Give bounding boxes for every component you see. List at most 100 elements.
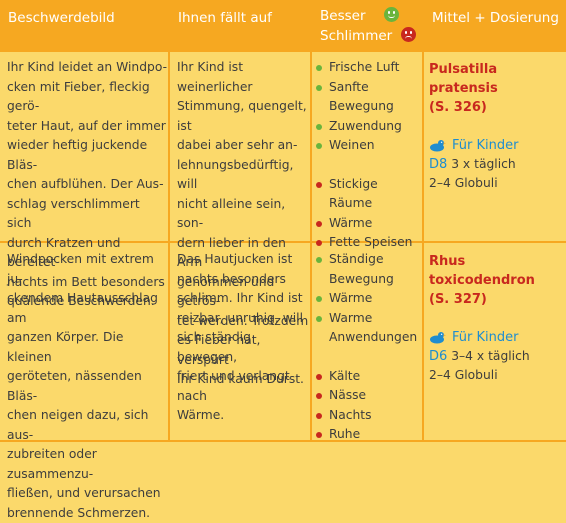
notice-line: reizbar, unruhig, will — [177, 309, 309, 329]
schlimmer-bullet-icon — [316, 374, 322, 380]
besser-item: Wärme — [315, 289, 421, 309]
besser-bullet-icon — [316, 316, 322, 322]
header-mittel-dosierung: Mittel + Dosierung — [424, 0, 566, 52]
besser-item-text: Bewegung — [329, 270, 421, 290]
besser-item-text: Weinen — [329, 136, 421, 156]
notice-line: Stimmung, quengelt, ist — [177, 97, 309, 136]
fuer-kinder-label: Für Kinder — [452, 328, 518, 347]
header-col4-label: Mittel + Dosierung — [432, 10, 559, 26]
notice-line: nachts besonders — [177, 270, 309, 290]
remedy-page-ref: (S. 327) — [429, 290, 565, 309]
remedy-table: Beschwerdebild Ihnen fällt auf Besser Sc… — [0, 0, 566, 442]
schlimmer-item: Nachts — [315, 406, 421, 426]
notice-line: dabei aber sehr an- — [177, 136, 309, 156]
besser-item-text: Wärme — [329, 289, 421, 309]
remedy-name: Rhus toxicodendron — [429, 252, 565, 290]
complaint-line: Ihr Kind leidet an Windpo- — [7, 58, 167, 78]
complaint-line: chen neigen dazu, sich aus- — [7, 406, 167, 445]
besser-item-text: Bewegung — [329, 97, 421, 117]
remedy-name: Pulsatilla pratensis — [429, 60, 565, 98]
schlimmer-bullet-icon — [316, 240, 322, 246]
besser-bullet-icon — [316, 143, 322, 149]
notice-line: lehnungsbedürftig, will — [177, 156, 309, 195]
header-schlimmer-label: Schlimmer — [320, 28, 392, 44]
header-beschwerdebild: Beschwerdebild — [0, 0, 168, 52]
header-ihnen-faellt-auf: Ihnen fällt auf — [170, 0, 310, 52]
column-divider — [422, 0, 424, 442]
besser-item-text: Frische Luft — [329, 58, 421, 78]
header-besser-label: Besser — [320, 8, 366, 24]
besser-bullet-icon — [316, 65, 322, 71]
schlimmer-bullet-icon — [316, 393, 322, 399]
smiley-sad-icon — [401, 27, 416, 42]
besser-item: Frische Luft — [315, 58, 421, 78]
schlimmer-item: Wärme — [315, 214, 421, 234]
fuer-kinder-label: Für Kinder — [452, 136, 518, 155]
besser-bullet-icon — [316, 296, 322, 302]
dose-frequency: 3–4 x täglich — [451, 349, 529, 363]
notice-line: schlimm. Ihr Kind ist — [177, 289, 309, 309]
fuer-kinder: Für Kinder — [429, 328, 565, 347]
besser-bullet-icon — [316, 257, 322, 263]
row2-complaint: Windpocken mit extrem ju-ckendem Hautaus… — [7, 250, 167, 523]
schlimmer-bullet-icon — [316, 413, 322, 419]
dose-frequency: 3 x täglich — [451, 157, 515, 171]
dose-amount: 2–4 Globuli — [429, 366, 565, 385]
header-besser-schlimmer: Besser Schlimmer — [312, 0, 422, 52]
schlimmer-item-text: Wärme — [329, 214, 421, 234]
complaint-line: chen aufblühen. Der Aus- — [7, 175, 167, 195]
complaint-line: ckendem Hautausschlag am — [7, 289, 167, 328]
dose-line: D6 3–4 x täglich — [429, 347, 565, 366]
complaint-line: brennende Schmerzen. — [7, 504, 167, 523]
complaint-line: geröteten, nässenden Bläs- — [7, 367, 167, 406]
besser-item: Zuwendung — [315, 117, 421, 137]
schlimmer-item-text: Stickige Räume — [329, 175, 421, 214]
dose-line: D8 3 x täglich — [429, 155, 565, 174]
complaint-line: teter Haut, auf der immer — [7, 117, 167, 137]
potency: D8 — [429, 157, 447, 172]
besser-item-text: Warme — [329, 309, 421, 329]
complaint-line: fließen, und verursachen — [7, 484, 167, 504]
smiley-happy-icon — [384, 7, 399, 22]
complaint-line: zubreiten oder zusammenzu- — [7, 445, 167, 484]
header-col1-label: Beschwerdebild — [8, 10, 115, 26]
besser-item-text: Sanfte — [329, 78, 421, 98]
spacer — [429, 309, 565, 328]
spacer — [429, 117, 565, 136]
dose-amount: 2–4 Globuli — [429, 174, 565, 193]
notice-line: sich ständig bewegen, — [177, 328, 309, 367]
besser-item-text: Anwendungen — [329, 328, 421, 348]
column-divider — [168, 0, 170, 442]
complaint-line: schlag verschlimmert sich — [7, 195, 167, 234]
schlimmer-item: Stickige Räume — [315, 175, 421, 214]
notice-line: Wärme. — [177, 406, 309, 426]
duck-icon — [429, 331, 446, 344]
column-divider — [310, 0, 312, 442]
besser-bullet-icon — [316, 124, 322, 130]
remedy-page-ref: (S. 326) — [429, 98, 565, 117]
complaint-line: cken mit Fieber, fleckig gerö- — [7, 78, 167, 117]
schlimmer-bullet-icon — [316, 432, 322, 438]
notice-line: nicht alleine sein, son- — [177, 195, 309, 234]
fuer-kinder: Für Kinder — [429, 136, 565, 155]
spacer — [315, 156, 421, 175]
complaint-line: ganzen Körper. Die kleinen — [7, 328, 167, 367]
notice-line: Das Hautjucken ist — [177, 250, 309, 270]
schlimmer-item: Kälte — [315, 367, 421, 387]
schlimmer-bullet-icon — [316, 221, 322, 227]
besser-item: Weinen — [315, 136, 421, 156]
schlimmer-item: Nässe — [315, 386, 421, 406]
schlimmer-item-text: Kälte — [329, 367, 421, 387]
notice-line: Ihr Kind ist weinerlicher — [177, 58, 309, 97]
